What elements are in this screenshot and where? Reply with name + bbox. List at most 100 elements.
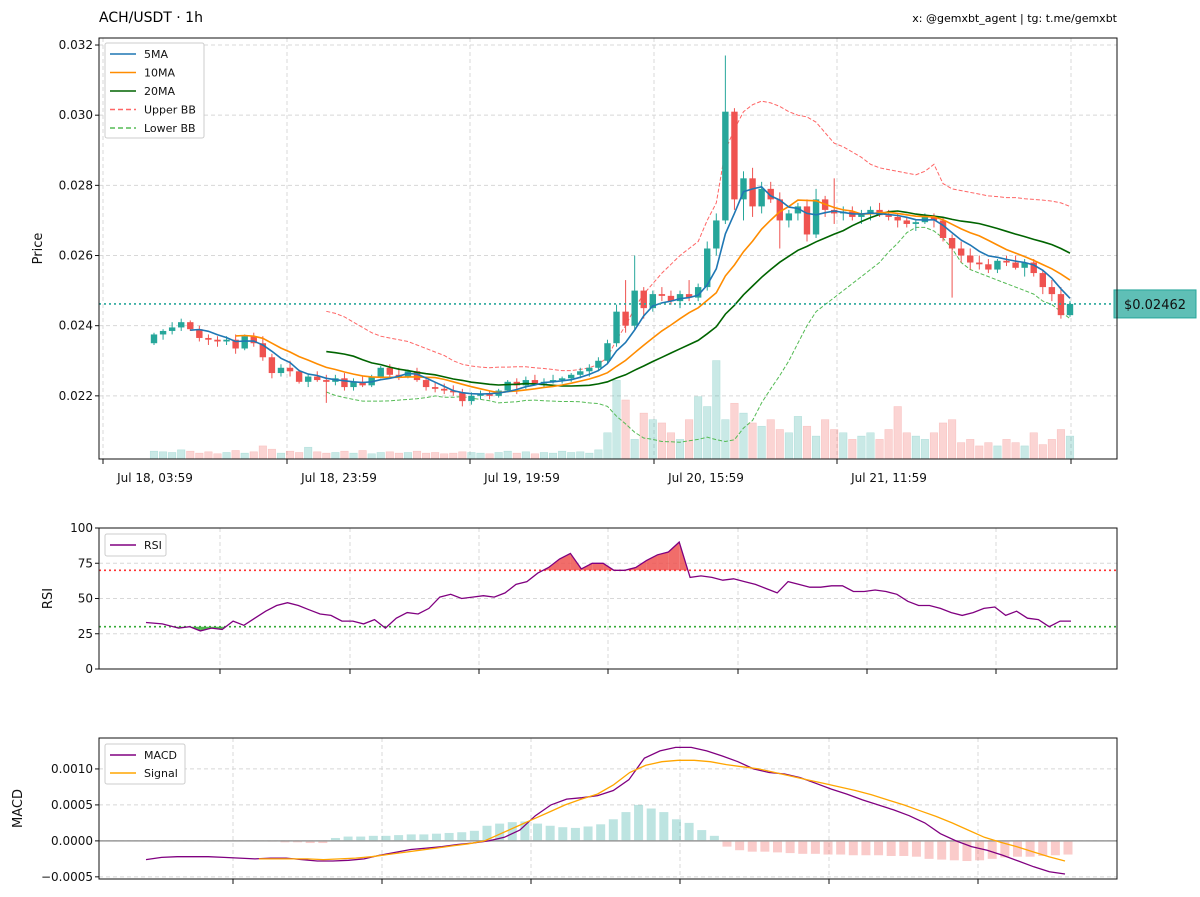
macd-hist-bar	[1000, 840, 1010, 858]
macd-axis-title: MACD	[11, 789, 26, 828]
price-tick-label: 0.022	[59, 389, 93, 403]
volume-bars	[149, 360, 1075, 460]
price-tick-label: 0.030	[59, 108, 93, 122]
macd-legend: MACD Signal	[104, 743, 186, 785]
volume-bar	[494, 452, 503, 460]
candle-body	[631, 290, 638, 326]
macd-hist-bar	[886, 840, 896, 856]
volume-bar	[721, 419, 730, 460]
volume-bar	[666, 432, 676, 460]
candle-body	[459, 392, 466, 402]
volume-bar	[703, 406, 712, 460]
volume-bar	[639, 412, 648, 460]
macd-hist-bar	[785, 840, 795, 854]
candle-body	[685, 294, 693, 298]
candle-body	[749, 178, 756, 207]
current-price-tag	[1113, 289, 1197, 319]
candle-body	[812, 199, 820, 235]
volume-bar	[1056, 429, 1065, 460]
volume-bar	[839, 432, 848, 460]
rsi-overbought-fill	[592, 563, 604, 571]
rsi-axis-title: RSI	[41, 588, 56, 609]
volume-bar	[748, 422, 757, 460]
macd-hist-bar	[735, 840, 745, 851]
candle-body	[223, 339, 230, 342]
price-tick-label: 0.032	[59, 38, 93, 52]
volume-bar	[267, 448, 276, 460]
candle-body	[450, 390, 457, 393]
volume-bar	[1002, 439, 1011, 460]
volume-bar	[304, 446, 313, 460]
rsi-tick-label: 50	[78, 592, 93, 606]
macd-tick-label: 0.0000	[51, 834, 93, 848]
volume-bar	[938, 422, 948, 460]
x-tick-label: Jul 18, 23:59	[300, 471, 377, 485]
candle-body	[377, 367, 384, 377]
ma5-line	[190, 185, 1071, 395]
price-axis-title: Price	[31, 233, 46, 265]
volume-bar	[186, 450, 195, 460]
macd-hist-bar	[1012, 840, 1022, 857]
candle-body	[731, 111, 738, 200]
candle-body	[577, 371, 584, 375]
candle-body	[740, 178, 747, 200]
rsi-legend: RSI	[104, 533, 167, 557]
candle-body	[359, 381, 366, 386]
macd-hist-bar	[394, 835, 404, 841]
candle-body	[976, 262, 983, 265]
macd-hist-bar	[608, 819, 618, 841]
macd-hist-bar	[722, 840, 732, 847]
candle-body	[531, 380, 539, 384]
macd-hist-bar	[444, 832, 454, 841]
macd-hist-bar	[987, 840, 997, 859]
volume-bar	[458, 451, 467, 460]
macd-hist-bar	[874, 840, 884, 856]
candle-body	[522, 380, 530, 386]
macd-hist-bar	[709, 835, 719, 841]
volume-bar	[784, 432, 793, 460]
candle-body	[477, 394, 484, 396]
volume-bar	[766, 419, 775, 460]
macd-hist-bar	[810, 840, 820, 854]
candle-body	[1030, 262, 1037, 274]
legend-label: Upper BB	[144, 104, 196, 117]
volume-bar	[585, 452, 594, 460]
candle-body	[722, 111, 729, 221]
macd-hist-bar	[356, 836, 366, 841]
volume-bar	[159, 451, 168, 460]
ma20-line	[326, 210, 1071, 387]
volume-bar	[975, 445, 984, 460]
candle-body	[776, 199, 783, 221]
volume-bar	[548, 452, 558, 460]
macd-hist-bar	[861, 840, 871, 856]
macd-hist-bar	[836, 840, 846, 855]
macd-frame	[98, 737, 1118, 880]
macd-hist-bar	[773, 840, 783, 853]
candle-body	[259, 343, 267, 358]
macd-hist-bar	[684, 822, 694, 841]
macd-hist-bar	[507, 822, 517, 841]
upper-bb-line	[326, 100, 1071, 372]
macd-hist-bar	[899, 840, 909, 856]
volume-bar	[866, 432, 875, 460]
macd-hist-bar	[558, 827, 568, 841]
candle-body	[649, 294, 657, 309]
volume-bar	[621, 399, 630, 460]
volume-bar	[431, 452, 440, 460]
candle-body	[250, 336, 257, 344]
volume-bar	[168, 452, 177, 460]
macd-hist-bar	[937, 840, 947, 860]
volume-bar	[558, 450, 567, 460]
macd-hist-bar	[1025, 840, 1035, 857]
volume-bar	[1065, 435, 1075, 460]
volume-bar	[948, 419, 957, 460]
macd-hist-bar	[533, 823, 543, 841]
volume-bar	[476, 452, 485, 460]
macd-hist-bar	[634, 804, 644, 841]
candle-body	[994, 260, 1001, 270]
volume-bar	[177, 449, 186, 460]
candle-body	[595, 360, 602, 368]
price-tick-label: 0.028	[59, 178, 93, 192]
macd-hist-bar	[760, 840, 770, 852]
